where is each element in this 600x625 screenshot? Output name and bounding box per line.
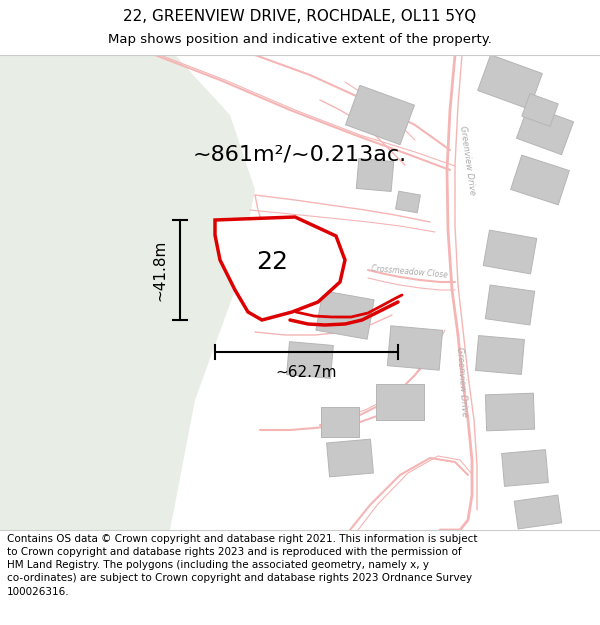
Text: 22: 22 — [256, 250, 288, 274]
Polygon shape — [395, 191, 421, 213]
Polygon shape — [287, 342, 334, 378]
Polygon shape — [376, 384, 424, 420]
Polygon shape — [388, 326, 443, 370]
Polygon shape — [356, 159, 394, 191]
Polygon shape — [502, 449, 548, 486]
Text: ~62.7m: ~62.7m — [276, 365, 337, 380]
Polygon shape — [522, 94, 558, 126]
Polygon shape — [316, 291, 374, 339]
Text: Greenview Drive: Greenview Drive — [458, 125, 476, 195]
Polygon shape — [485, 285, 535, 325]
Polygon shape — [478, 55, 542, 109]
Polygon shape — [485, 393, 535, 431]
Polygon shape — [346, 86, 415, 144]
Polygon shape — [0, 55, 255, 530]
Polygon shape — [215, 217, 345, 320]
Polygon shape — [321, 407, 359, 437]
Polygon shape — [514, 495, 562, 529]
Text: Crossmeadow Close: Crossmeadow Close — [371, 264, 449, 280]
Text: Map shows position and indicative extent of the property.: Map shows position and indicative extent… — [108, 33, 492, 46]
Text: ~41.8m: ~41.8m — [152, 239, 167, 301]
Text: Contains OS data © Crown copyright and database right 2021. This information is : Contains OS data © Crown copyright and d… — [7, 534, 478, 597]
Polygon shape — [511, 155, 569, 205]
Polygon shape — [476, 336, 524, 374]
Text: 22, GREENVIEW DRIVE, ROCHDALE, OL11 5YQ: 22, GREENVIEW DRIVE, ROCHDALE, OL11 5YQ — [124, 9, 476, 24]
Polygon shape — [326, 439, 373, 477]
Text: ~861m²/~0.213ac.: ~861m²/~0.213ac. — [193, 145, 407, 165]
Polygon shape — [517, 106, 574, 154]
Text: Greenview Drive: Greenview Drive — [455, 347, 469, 418]
Polygon shape — [483, 230, 537, 274]
